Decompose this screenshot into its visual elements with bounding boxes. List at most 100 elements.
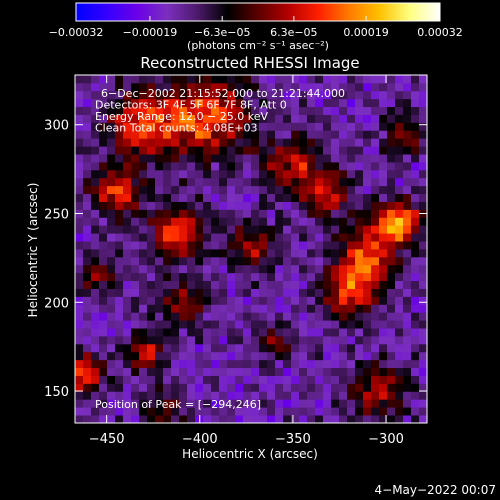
heatmap-pixel: [347, 217, 356, 226]
heatmap-pixel: [195, 185, 204, 195]
heatmap-pixel: [299, 193, 308, 202]
heatmap-pixel: [227, 75, 236, 84]
heatmap-pixel: [275, 209, 284, 218]
heatmap-pixel: [83, 82, 92, 92]
heatmap-pixel: [371, 343, 380, 353]
heatmap-pixel: [371, 336, 380, 345]
heatmap-pixel: [123, 106, 132, 115]
heatmap-pixel: [107, 288, 116, 297]
heatmap-pixel: [99, 233, 108, 242]
heatmap-pixel: [91, 336, 100, 345]
heatmap-pixel: [379, 138, 388, 147]
heatmap-pixel: [83, 225, 92, 234]
heatmap-pixel: [171, 98, 180, 108]
heatmap-pixel: [243, 146, 252, 155]
heatmap-pixel: [147, 312, 156, 321]
heatmap-pixel: [251, 328, 260, 337]
heatmap-pixel: [123, 138, 132, 147]
heatmap-pixel: [83, 415, 92, 424]
heatmap-pixel: [83, 90, 92, 100]
heatmap-pixel: [355, 280, 364, 289]
heatmap-pixel: [163, 201, 172, 210]
heatmap-pixel: [75, 162, 84, 171]
heatmap-pixel: [163, 185, 172, 195]
heatmap-pixel: [235, 367, 244, 376]
heatmap-pixel: [299, 415, 308, 424]
heatmap-pixel: [259, 209, 268, 218]
heatmap-pixel: [315, 415, 324, 424]
heatmap-pixel: [331, 359, 340, 369]
heatmap-pixel: [347, 146, 356, 155]
heatmap-pixel: [395, 114, 404, 123]
heatmap-pixel: [211, 98, 220, 108]
heatmap-pixel: [107, 130, 116, 139]
heatmap-pixel: [99, 375, 108, 384]
heatmap-pixel: [115, 162, 124, 171]
heatmap-pixel: [395, 130, 404, 139]
heatmap-pixel: [411, 359, 420, 369]
heatmap-pixel: [395, 225, 404, 234]
heatmap-pixel: [235, 280, 244, 289]
heatmap-pixel: [131, 177, 140, 187]
heatmap-pixel: [195, 383, 204, 392]
heatmap-pixel: [339, 162, 348, 171]
heatmap-pixel: [307, 399, 316, 408]
heatmap-pixel: [123, 391, 132, 400]
heatmap-pixel: [75, 130, 84, 139]
heatmap-pixel: [355, 399, 364, 408]
heatmap-pixel: [403, 383, 412, 392]
heatmap-pixel: [123, 114, 132, 123]
heatmap-pixel: [171, 407, 180, 416]
heatmap-pixel: [371, 312, 380, 321]
heatmap-pixel: [403, 82, 412, 92]
heatmap-pixel: [307, 272, 316, 282]
heatmap-pixel: [251, 351, 260, 361]
heatmap-pixel: [347, 75, 356, 84]
heatmap-pixel: [99, 320, 108, 329]
heatmap-pixel: [387, 351, 396, 361]
heatmap-pixel: [379, 154, 388, 163]
heatmap-pixel: [203, 280, 212, 289]
heatmap-pixel: [107, 82, 116, 92]
heatmap-pixel: [363, 75, 372, 84]
heatmap-pixel: [299, 90, 308, 100]
heatmap-pixel: [163, 383, 172, 392]
heatmap-pixel: [379, 114, 388, 123]
heatmap-pixel: [163, 241, 172, 250]
heatmap-pixel: [307, 90, 316, 100]
heatmap-pixel: [291, 296, 300, 305]
heatmap-pixel: [355, 241, 364, 250]
heatmap-pixel: [403, 106, 412, 115]
heatmap-pixel: [187, 264, 196, 274]
heatmap-pixel: [371, 90, 380, 100]
heatmap-pixel: [131, 312, 140, 321]
heatmap-pixel: [123, 280, 132, 289]
heatmap-pixel: [411, 336, 420, 345]
heatmap-pixel: [123, 351, 132, 361]
heatmap-pixel: [235, 225, 244, 234]
heatmap-pixel: [315, 375, 324, 384]
heatmap-pixel: [75, 272, 84, 282]
heatmap-pixel: [123, 209, 132, 218]
heatmap-pixel: [155, 233, 164, 242]
heatmap-pixel: [131, 375, 140, 384]
heatmap-pixel: [179, 280, 188, 289]
heatmap-pixel: [379, 201, 388, 210]
heatmap-pixel: [259, 320, 268, 329]
heatmap-pixel: [147, 225, 156, 234]
heatmap-pixel: [275, 288, 284, 297]
heatmap-pixel: [179, 90, 188, 100]
heatmap-pixel: [379, 359, 388, 369]
heatmap-pixel: [403, 193, 412, 202]
heatmap-pixel: [307, 82, 316, 92]
heatmap-pixel: [139, 82, 148, 92]
heatmap-pixel: [363, 351, 372, 361]
heatmap-pixel: [387, 336, 396, 345]
heatmap-pixel: [395, 106, 404, 115]
heatmap-pixel: [331, 288, 340, 297]
heatmap-pixel: [387, 249, 396, 258]
heatmap-pixel: [99, 407, 108, 416]
heatmap-pixel: [347, 312, 356, 321]
heatmap-pixel: [155, 304, 164, 313]
heatmap-pixel: [203, 415, 212, 424]
